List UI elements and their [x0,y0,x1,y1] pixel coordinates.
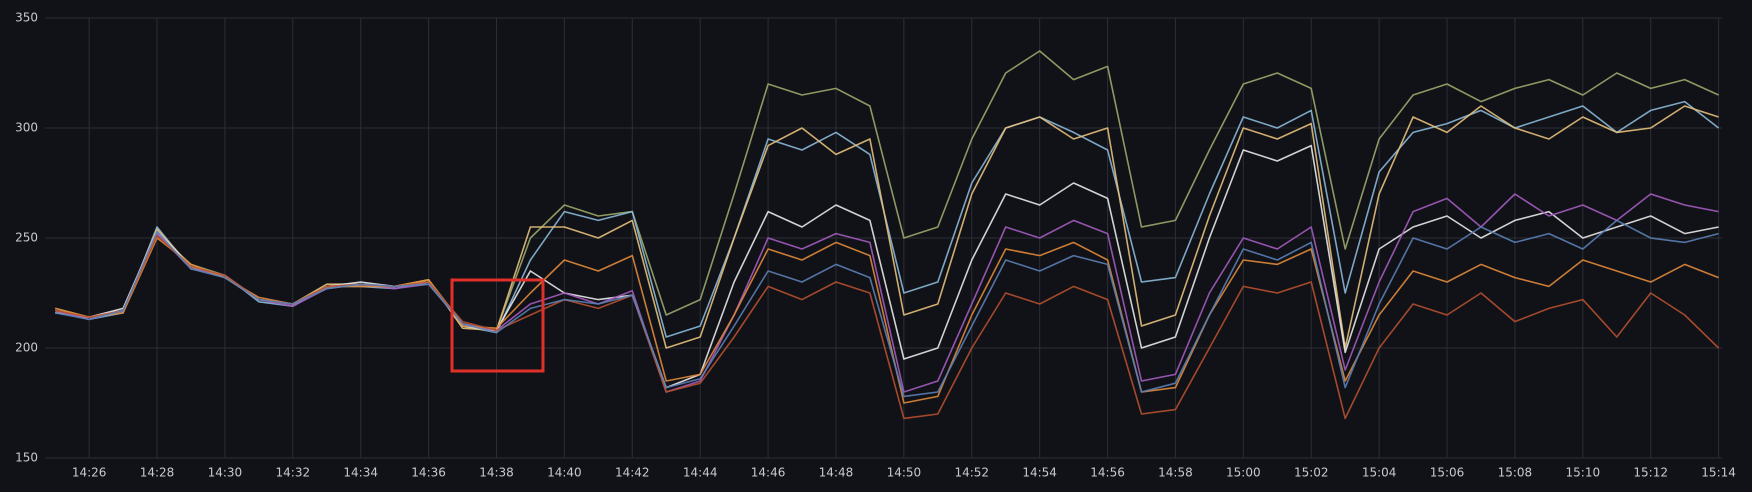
x-tick-label: 14:58 [1158,466,1193,480]
x-tick-label: 14:46 [751,466,786,480]
x-tick-label: 15:06 [1430,466,1465,480]
x-tick-label: 15:08 [1498,466,1533,480]
x-tick-label: 14:26 [72,466,107,480]
y-tick-label: 250 [15,231,38,245]
y-tick-label: 150 [15,451,38,465]
x-tick-label: 14:38 [479,466,514,480]
grid: 150 200 250 300 350 14:26 14:28 14:30 14:32 14:34… [15,11,1736,480]
x-tick-label: 14:50 [887,466,922,480]
y-tick-label: 350 [15,11,38,25]
series-line [55,219,1719,398]
x-tick-label: 15:12 [1633,466,1668,480]
x-tick-label: 14:54 [1022,466,1057,480]
x-tick-label: 14:30 [208,466,243,480]
x-tick-label: 15:02 [1294,466,1329,480]
x-tick-label: 15:04 [1362,466,1397,480]
x-tick-label: 15:14 [1701,466,1736,480]
lines [54,50,1720,420]
x-tick-label: 14:32 [276,466,311,480]
series-line [55,235,1720,420]
x-tick-label: 15:10 [1566,466,1601,480]
series-line [55,105,1719,349]
x-tick-label: 14:52 [954,466,989,480]
x-tick-label: 14:44 [683,466,718,480]
x-tick-label: 15:00 [1226,466,1261,480]
x-tick-label: 14:28 [140,466,175,480]
highlight-box [450,278,545,373]
x-tick-label: 14:36 [411,466,446,480]
y-tick-label: 300 [15,121,38,135]
x-tick-label: 14:48 [819,466,854,480]
x-tick-label: 14:56 [1090,466,1125,480]
x-tick-label: 14:40 [547,466,582,480]
x-tick-label: 14:34 [343,466,378,480]
x-tick-label: 14:42 [615,466,650,480]
y-tick-label: 200 [15,341,38,355]
